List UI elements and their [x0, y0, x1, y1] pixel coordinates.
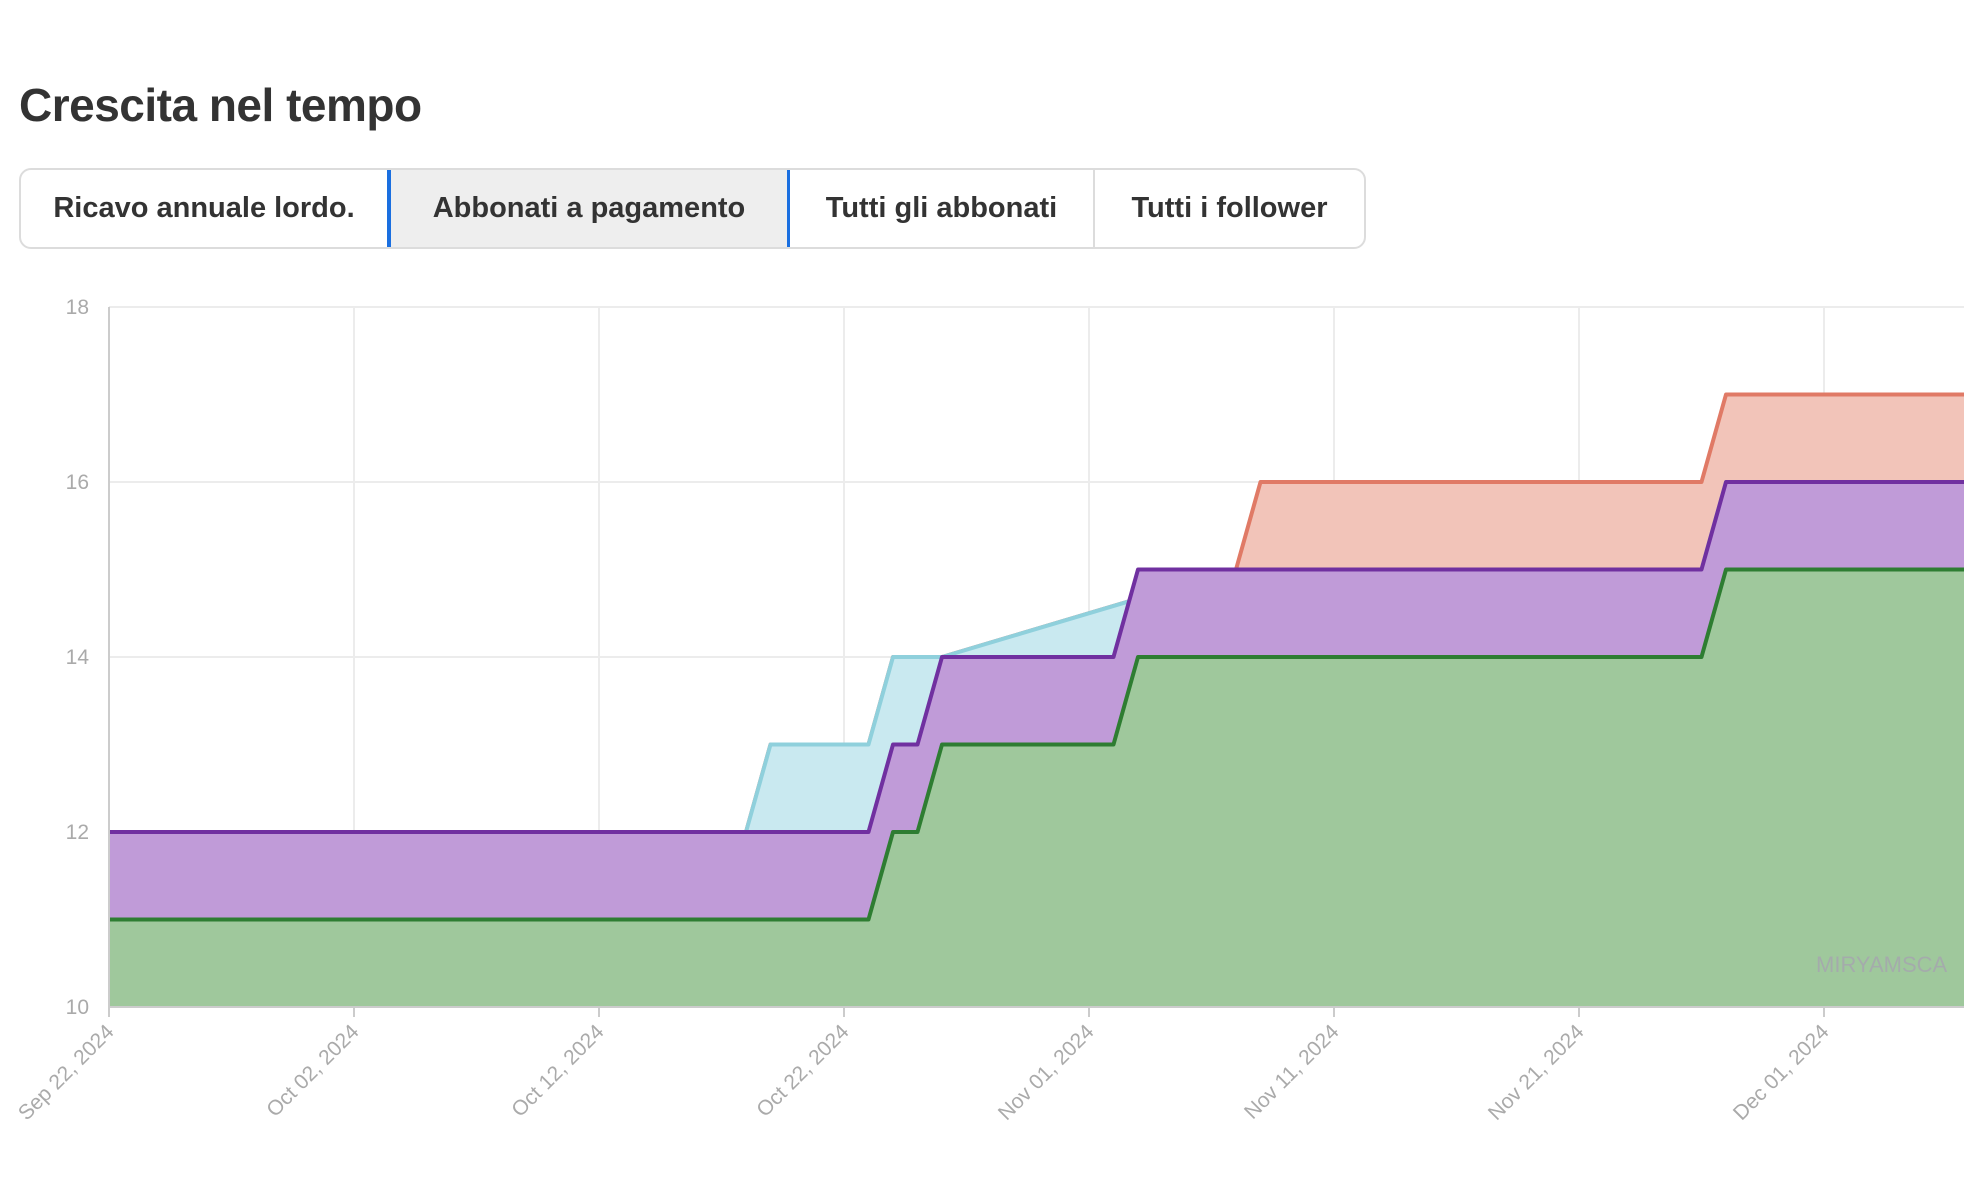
series-line-3 — [109, 567, 1964, 922]
tab-gross-annual-revenue[interactable]: Ricavo annuale lordo. — [21, 170, 390, 247]
y-tick-label: 14 — [66, 646, 90, 669]
x-tick-label: Oct 12, 2024 — [507, 1020, 609, 1122]
x-tick-label: Nov 21, 2024 — [1484, 1020, 1589, 1125]
page-title: Crescita nel tempo — [19, 79, 422, 131]
y-tick-label: 16 — [66, 471, 89, 494]
x-tick-label: Oct 22, 2024 — [752, 1020, 854, 1122]
tab-paid-subscribers[interactable]: Abbonati a pagamento — [390, 170, 790, 247]
tab-all-subscribers[interactable]: Tutti gli abbonati — [790, 170, 1095, 247]
x-tick-label: Sep 22, 2024 — [14, 1020, 119, 1125]
x-tick-label: Nov 01, 2024 — [994, 1020, 1099, 1125]
tab-all-followers[interactable]: Tutti i follower — [1131, 192, 1328, 224]
y-tick-label: 12 — [66, 821, 89, 844]
y-tick-label: 18 — [66, 296, 89, 319]
x-tick-label: Oct 02, 2024 — [262, 1020, 364, 1122]
watermark-text: MIRYAMSCA — [1816, 952, 1948, 977]
series-line-2 — [109, 480, 1964, 834]
y-tick-label: 10 — [66, 996, 89, 1019]
series-area-3 — [109, 569, 1964, 1007]
x-tick-label: Dec 01, 2024 — [1729, 1020, 1834, 1125]
metric-tabs: Ricavo annuale lordo. Abbonati a pagamen… — [19, 168, 1366, 249]
x-tick-label: Nov 11, 2024 — [1240, 1020, 1344, 1124]
series-areas — [109, 392, 1964, 1007]
